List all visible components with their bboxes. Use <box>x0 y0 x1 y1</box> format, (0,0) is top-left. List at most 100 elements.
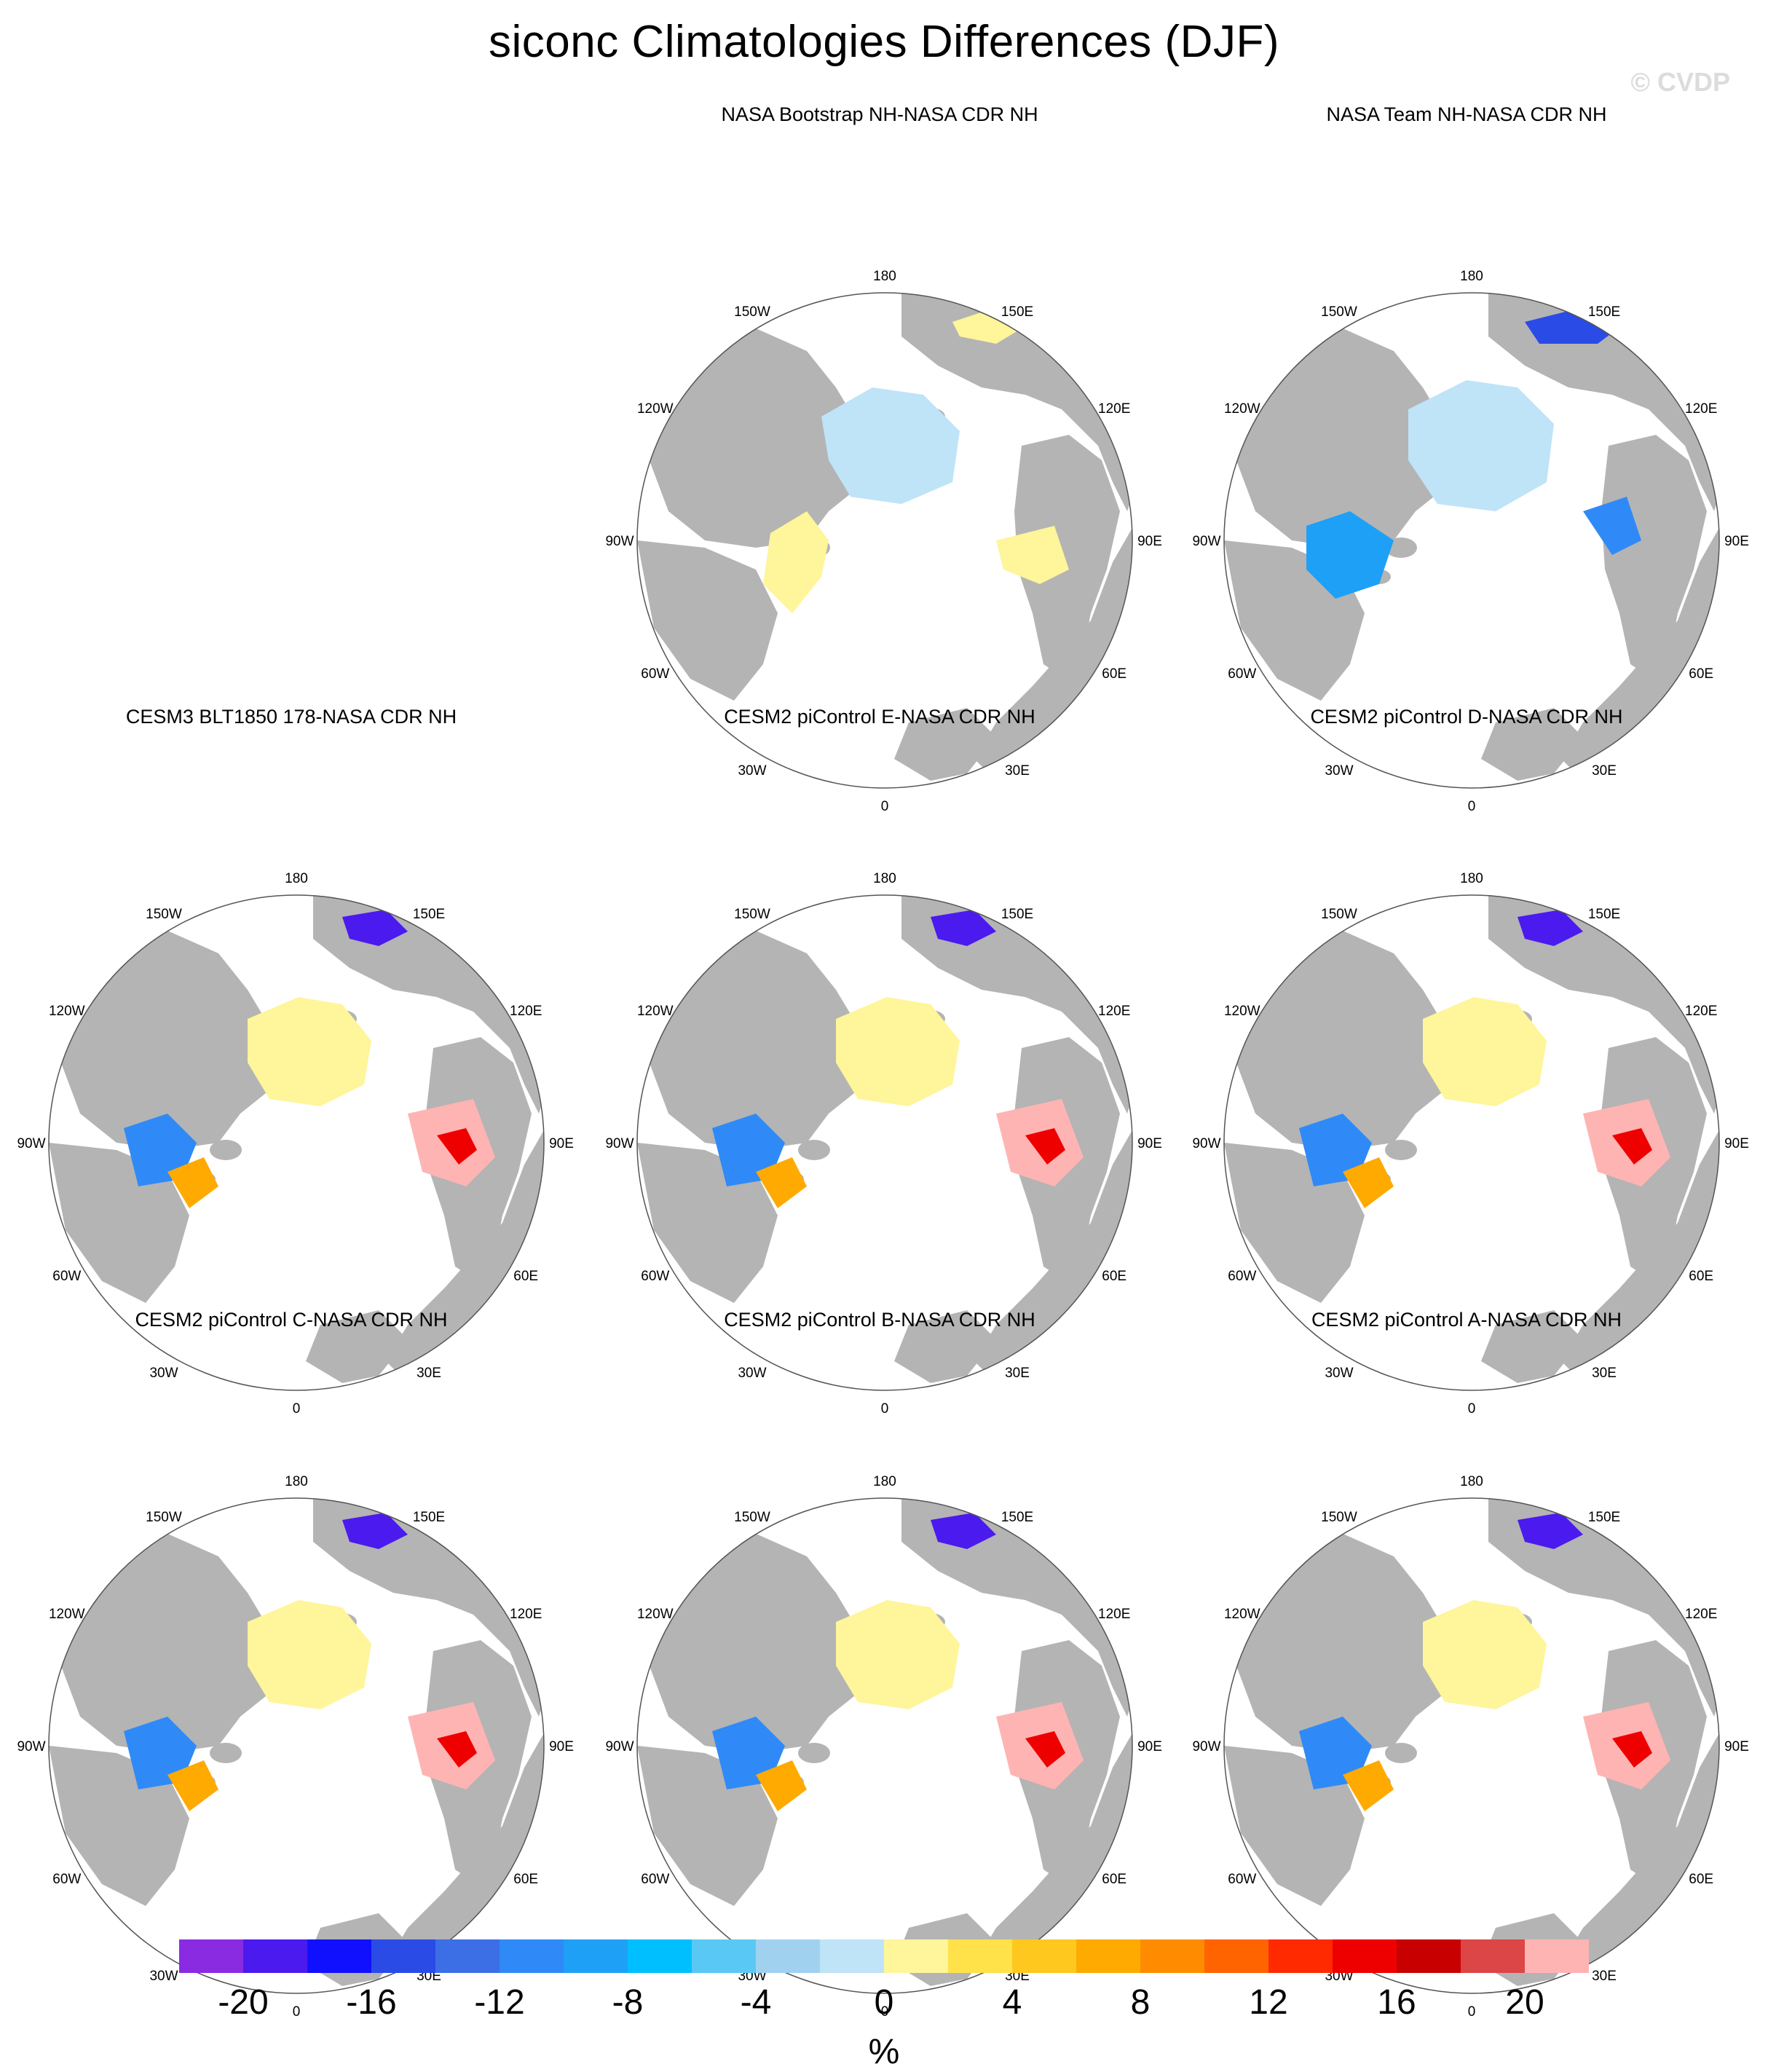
colorbar-bin <box>1140 1939 1205 1973</box>
lon-label: 90W <box>1192 1136 1220 1151</box>
colorbar-bin <box>756 1939 821 1973</box>
lon-label: 60W <box>641 666 669 682</box>
lon-label: 60E <box>513 1872 538 1887</box>
lon-label: 150E <box>413 907 445 922</box>
colorbar-bin <box>1461 1939 1526 1973</box>
lon-label: 120W <box>637 1004 674 1019</box>
map-panel: CESM3 BLT1850 178-NASA CDR NH 180 150E 120E… <box>0 706 583 1417</box>
map-panel: CESM2 piControl D-NASA CDR NH 180 150E 120E… <box>1175 706 1758 1417</box>
lon-label: 30E <box>417 1366 441 1381</box>
colorbar-tick-label: 8 <box>1130 1983 1151 2022</box>
lon-label: 0 <box>1468 2004 1476 2020</box>
colorbar-bin <box>1333 1939 1397 1973</box>
lon-label: 0 <box>1468 1401 1476 1417</box>
lon-label: 90E <box>549 1136 574 1151</box>
colorbar-bin <box>692 1939 757 1973</box>
colorbar-tick-label: 12 <box>1249 1983 1288 2022</box>
colorbar-bin <box>628 1939 692 1973</box>
panel-title: CESM2 piControl E-NASA CDR NH <box>724 706 1035 728</box>
lon-label: 90W <box>17 1136 45 1151</box>
lon-label: 90E <box>1137 1136 1162 1151</box>
lon-label: 150W <box>1321 907 1357 922</box>
colorbar-tick-label: -12 <box>474 1983 525 2022</box>
polar-map: 180 150E 120E 90E 60E 30E 0 30W 60W 90W 120W 150W <box>1192 269 1748 814</box>
lon-label: 150W <box>1321 304 1357 320</box>
lon-label: 90W <box>605 1136 634 1151</box>
lon-label: 150W <box>146 907 182 922</box>
panel-title: NASA Team NH-NASA CDR NH <box>1326 103 1607 125</box>
colorbar-bin <box>371 1939 436 1973</box>
lon-label: 60E <box>1689 1269 1713 1284</box>
lon-label: 60E <box>1102 1872 1126 1887</box>
panel-title: CESM3 BLT1850 178-NASA CDR NH <box>125 706 457 728</box>
colorbar-bin <box>1397 1939 1461 1973</box>
colorbar-tick-label: 0 <box>874 1983 894 2022</box>
lon-label: 0 <box>881 799 889 814</box>
panel-title: CESM2 piControl C-NASA CDR NH <box>135 1309 448 1331</box>
lon-label: 120W <box>1224 1607 1260 1622</box>
lon-label: 30W <box>149 1969 178 1984</box>
colorbar-bin <box>307 1939 372 1973</box>
lon-label: 180 <box>873 269 896 284</box>
lon-label: 60W <box>641 1872 669 1887</box>
lon-label: 90W <box>17 1739 45 1754</box>
panel-title: CESM2 piControl A-NASA CDR NH <box>1311 1309 1622 1331</box>
colorbar <box>179 1939 1589 1973</box>
map-panel: NASA Team NH-NASA CDR NH 180 150E 120E 90E 60… <box>1175 103 1758 814</box>
lon-label: 90E <box>549 1739 574 1754</box>
lon-label: 180 <box>1460 1474 1483 1489</box>
lon-label: 120W <box>1224 1004 1260 1019</box>
lon-label: 90W <box>605 1739 634 1754</box>
lon-label: 60W <box>52 1872 81 1887</box>
lon-label: 60W <box>1228 1269 1256 1284</box>
colorbar-bin <box>564 1939 628 1973</box>
lon-label: 150E <box>1001 304 1033 320</box>
lon-label: 30E <box>1005 763 1030 779</box>
colorbar-tick-label: -20 <box>218 1983 269 2022</box>
lon-label: 30E <box>1592 1366 1617 1381</box>
lon-label: 150E <box>413 1510 445 1525</box>
lon-label: 120E <box>1098 401 1130 417</box>
colorbar-tick-label: 4 <box>1002 1983 1022 2022</box>
colorbar-tick-label: 16 <box>1377 1983 1416 2022</box>
map-panel: NASA Bootstrap NH-NASA CDR NH 180 150E 120E… <box>588 103 1171 814</box>
lon-label: 60E <box>1689 666 1713 682</box>
colorbar-tick-label: -4 <box>740 1983 772 2022</box>
colorbar-bin <box>1012 1939 1077 1973</box>
lon-label: 60W <box>1228 1872 1256 1887</box>
lon-label: 60W <box>641 1269 669 1284</box>
lon-label: 120W <box>637 1607 674 1622</box>
lon-label: 60W <box>1228 666 1256 682</box>
colorbar-bin <box>1076 1939 1141 1973</box>
lon-label: 150W <box>1321 1510 1357 1525</box>
map-panel: CESM2 piControl C-NASA CDR NH 180 150E 120E… <box>0 1309 583 2020</box>
colorbar-bin <box>820 1939 885 1973</box>
lon-label: 150E <box>1588 907 1620 922</box>
colorbar-bin <box>243 1939 308 1973</box>
lon-label: 0 <box>881 2004 889 2020</box>
lon-label: 120W <box>637 401 674 417</box>
colorbar-bin <box>948 1939 1013 1973</box>
lon-label: 90E <box>1137 1739 1162 1754</box>
lon-label: 60W <box>52 1269 81 1284</box>
lon-label: 180 <box>873 871 896 886</box>
lon-label: 30E <box>1005 1366 1030 1381</box>
lon-label: 120E <box>1685 1607 1717 1622</box>
lon-label: 30W <box>738 763 766 779</box>
polar-map: 180 150E 120E 90E 60E 30E 0 30W 60W 90W 120W 150W <box>1192 871 1749 1417</box>
colorbar-bin <box>884 1939 949 1973</box>
lon-label: 90W <box>605 534 634 549</box>
lon-label: 120E <box>1098 1607 1130 1622</box>
lon-label: 60E <box>1102 1269 1126 1284</box>
colorbar-bin <box>1204 1939 1269 1973</box>
lon-label: 90E <box>1724 1136 1749 1151</box>
map-panel: CESM2 piControl A-NASA CDR NH 180 150E 120E… <box>1175 1309 1758 2020</box>
lon-label: 150W <box>146 1510 182 1525</box>
polar-map: 180 150E 120E 90E 60E 30E 0 30W 60W 90W 120W 150W <box>605 871 1162 1417</box>
lon-label: 120E <box>510 1004 542 1019</box>
colorbar-bin <box>435 1939 500 1973</box>
lon-label: 30W <box>738 1366 766 1381</box>
lon-label: 180 <box>285 1474 308 1489</box>
lon-label: 0 <box>881 1401 889 1417</box>
lon-label: 0 <box>293 2004 301 2020</box>
